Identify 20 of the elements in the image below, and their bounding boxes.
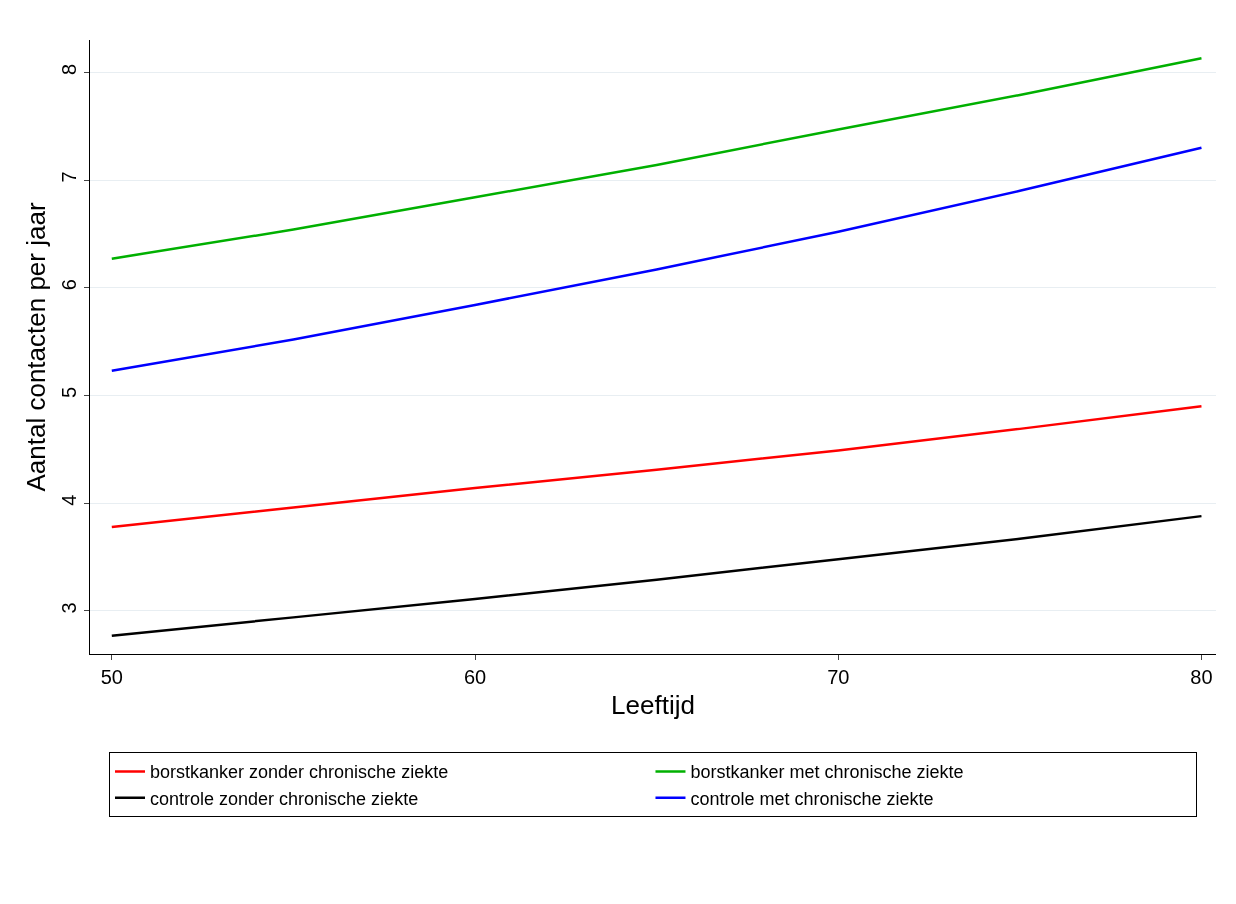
y-tick-label: 3: [58, 602, 80, 614]
legend-label: controle met chronische ziekte: [690, 788, 934, 809]
legend-label: borstkanker zonder chronische ziekte: [150, 762, 449, 783]
y-tick-label: 5: [58, 386, 80, 399]
line-series: [110, 57, 1203, 260]
y-tick-label: 4: [58, 494, 80, 506]
y-tick-label: 6: [58, 279, 80, 291]
x-tick-label: 60: [463, 666, 487, 688]
y-axis-title: Aantal contacten per jaar: [21, 202, 52, 492]
x-tick-label: 70: [827, 666, 850, 688]
line-series: [110, 514, 1203, 637]
legend-label: borstkanker met chronische ziekte: [690, 762, 964, 783]
y-tick-label: 8: [58, 63, 80, 75]
x-tick-label: 80: [1190, 666, 1213, 688]
x-tick-label: 50: [100, 666, 123, 688]
y-tick-label: 7: [58, 171, 80, 183]
line-series: [110, 146, 1203, 372]
line-series: [110, 405, 1203, 529]
x-axis-title: Leeftijd: [611, 689, 695, 720]
legend-label: controle zonder chronische ziekte: [150, 788, 419, 809]
